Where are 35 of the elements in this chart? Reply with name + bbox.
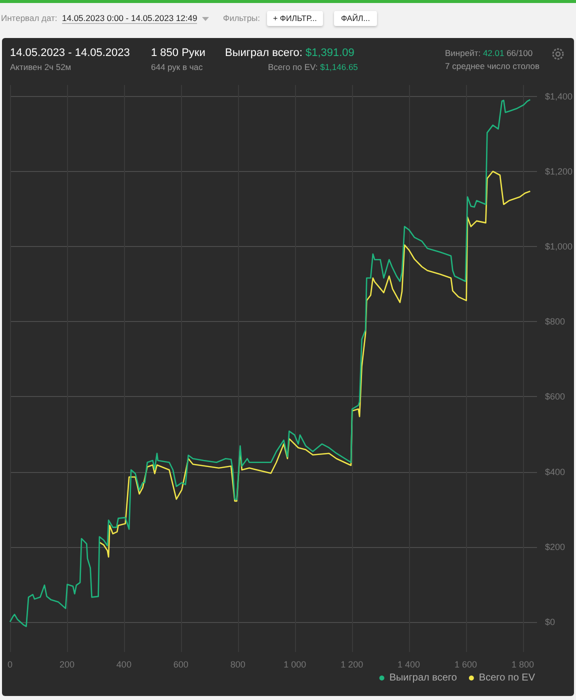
x-tick-label: 1 200 (340, 660, 364, 670)
x-tick-label: 400 (116, 660, 132, 670)
y-tick-label: $1,400 (545, 91, 573, 102)
y-tick-label: $1,200 (545, 166, 573, 176)
text: Активен 2ч 52м (10, 62, 72, 72)
line-series (98, 170, 531, 558)
x-tick-label: 800 (230, 660, 246, 670)
line-series (9, 98, 531, 628)
text: Всего по EV: $1,146.65 (268, 62, 358, 72)
text: Фильтры: (223, 13, 260, 23)
x-tick-label: 600 (173, 660, 188, 670)
text: ФАЙЛ... (334, 11, 377, 26)
text: Интервал дат: (1, 13, 58, 23)
legend-label: Всего по EV (478, 672, 536, 684)
chart-title: 14.05.2023 - 14.05.2023 (10, 47, 130, 59)
y-tick-label: $200 (545, 542, 566, 552)
x-tick-label: 1 800 (511, 660, 534, 670)
y-tick-label: $1,000 (545, 241, 573, 252)
text: 644 рук в час (151, 62, 203, 72)
legend-label: Выиграл всего (389, 672, 458, 684)
y-tick-label: $0 (545, 616, 556, 627)
x-tick-label: 1 000 (284, 660, 306, 670)
y-tick-label: $800 (545, 316, 566, 327)
x-tick-label: 200 (59, 660, 74, 670)
y-tick-label: $600 (545, 392, 566, 402)
x-tick-label: 0 (7, 660, 13, 670)
text: 1 850 Руки (151, 47, 206, 59)
text: Винрейт: 42.01 66/100 (445, 48, 533, 58)
x-tick-label: 1 600 (454, 660, 478, 670)
text: 7 среднее число столов (445, 61, 540, 71)
y-tick-label: $400 (545, 466, 566, 477)
text: Выиграл всего: $1,391.09 (225, 47, 354, 59)
text: + ФИЛЬТР... (267, 11, 323, 26)
x-tick-label: 1 400 (398, 660, 420, 670)
text: 14.05.2023 0:00 - 14.05.2023 12:49 (62, 13, 198, 24)
